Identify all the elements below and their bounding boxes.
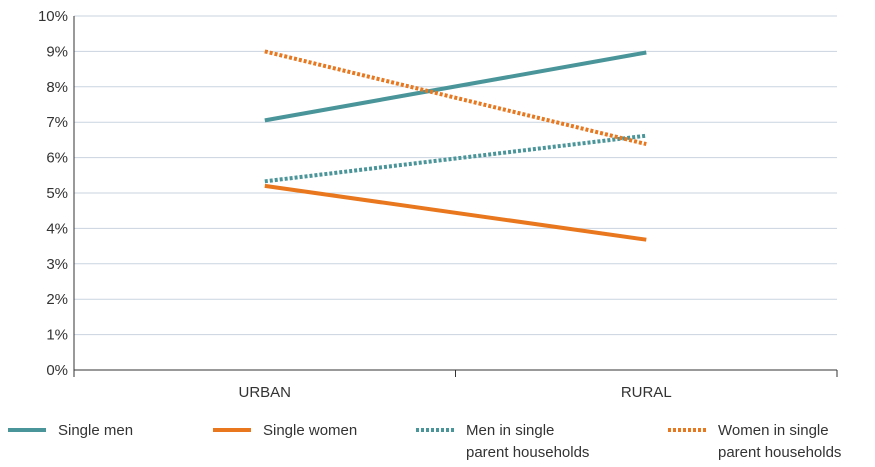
y-tick-label: 4% xyxy=(46,220,68,237)
y-tick-label: 1% xyxy=(46,327,68,344)
y-tick-label: 6% xyxy=(46,150,68,167)
legend-label: Women in single xyxy=(718,422,829,439)
y-tick-label: 2% xyxy=(46,291,68,308)
series-line-4 xyxy=(264,49,647,147)
gridlines xyxy=(74,15,837,336)
series-line-1 xyxy=(264,50,647,123)
y-tick-label: 9% xyxy=(46,43,68,60)
legend-label: Men in single xyxy=(466,422,554,439)
legend-label: Single women xyxy=(263,422,357,439)
x-category-label: RURAL xyxy=(621,384,672,401)
legend-label: Single men xyxy=(58,422,133,439)
series-line-2 xyxy=(264,183,647,242)
y-tick-label: 0% xyxy=(46,362,68,379)
series-lines xyxy=(264,49,647,242)
x-category-label: URBAN xyxy=(238,384,291,401)
y-tick-label: 8% xyxy=(46,79,68,96)
legend: Single men Single women Men in single paren… xyxy=(8,422,841,461)
y-tick-label: 3% xyxy=(46,256,68,273)
legend-label: parent households xyxy=(466,444,589,461)
y-tick-label: 7% xyxy=(46,114,68,131)
y-tick-label: 5% xyxy=(46,185,68,202)
y-tick-label: 10% xyxy=(38,8,68,25)
legend-label: parent households xyxy=(718,444,841,461)
series-line-3 xyxy=(264,133,647,184)
axes: 0% 1% 2% 3% 4% 5% 6% 7% 8% 9% 10% URBAN RURAL xyxy=(38,8,838,401)
